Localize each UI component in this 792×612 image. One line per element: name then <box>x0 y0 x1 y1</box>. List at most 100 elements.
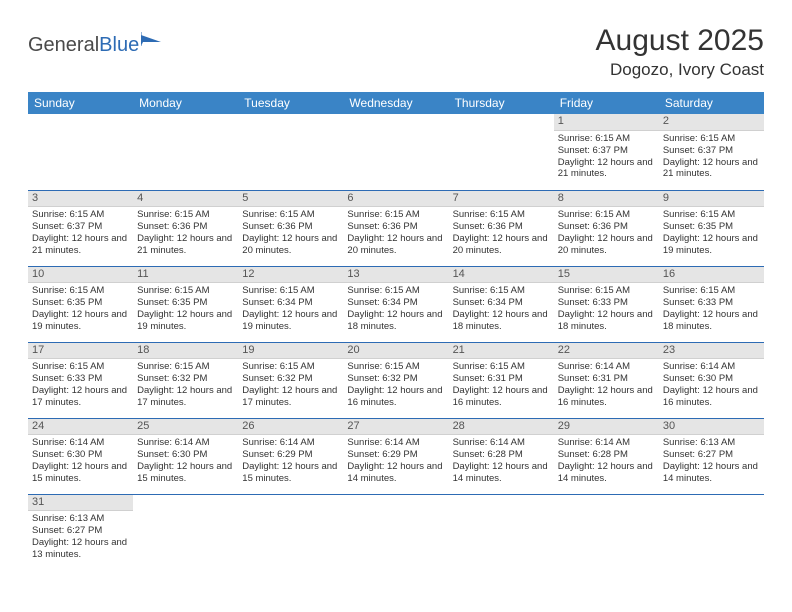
flag-icon <box>141 32 163 53</box>
daylight-line: Daylight: 12 hours and 13 minutes. <box>32 537 129 561</box>
calendar-week: 17Sunrise: 6:15 AMSunset: 6:33 PMDayligh… <box>28 342 764 418</box>
sunrise-line: Sunrise: 6:14 AM <box>663 361 760 373</box>
day-content: Sunrise: 6:15 AMSunset: 6:34 PMDaylight:… <box>449 283 554 336</box>
day-number: 7 <box>449 191 554 208</box>
calendar-week: 3Sunrise: 6:15 AMSunset: 6:37 PMDaylight… <box>28 190 764 266</box>
day-number: 2 <box>659 114 764 131</box>
calendar-day: 3Sunrise: 6:15 AMSunset: 6:37 PMDaylight… <box>28 190 133 266</box>
calendar-day: 31Sunrise: 6:13 AMSunset: 6:27 PMDayligh… <box>28 494 133 574</box>
weekday-header: Friday <box>554 92 659 114</box>
weekday-header: Saturday <box>659 92 764 114</box>
day-number: 29 <box>554 419 659 436</box>
daylight-line: Daylight: 12 hours and 17 minutes. <box>32 385 129 409</box>
day-number: 11 <box>133 267 238 284</box>
sunset-line: Sunset: 6:35 PM <box>663 221 760 233</box>
daylight-line: Daylight: 12 hours and 18 minutes. <box>558 309 655 333</box>
sunrise-line: Sunrise: 6:15 AM <box>242 361 339 373</box>
sunset-line: Sunset: 6:32 PM <box>347 373 444 385</box>
sunrise-line: Sunrise: 6:15 AM <box>242 285 339 297</box>
sunrise-line: Sunrise: 6:13 AM <box>32 513 129 525</box>
weekday-header-row: SundayMondayTuesdayWednesdayThursdayFrid… <box>28 92 764 114</box>
daylight-line: Daylight: 12 hours and 18 minutes. <box>663 309 760 333</box>
sunset-line: Sunset: 6:30 PM <box>32 449 129 461</box>
daylight-line: Daylight: 12 hours and 19 minutes. <box>32 309 129 333</box>
calendar-day <box>133 114 238 190</box>
logo-text-general: General <box>28 34 99 57</box>
calendar-day: 22Sunrise: 6:14 AMSunset: 6:31 PMDayligh… <box>554 342 659 418</box>
sunset-line: Sunset: 6:37 PM <box>663 145 760 157</box>
day-content: Sunrise: 6:15 AMSunset: 6:31 PMDaylight:… <box>449 359 554 412</box>
daylight-line: Daylight: 12 hours and 21 minutes. <box>137 233 234 257</box>
month-title: August 2025 <box>596 24 764 58</box>
calendar-day <box>449 114 554 190</box>
sunrise-line: Sunrise: 6:15 AM <box>453 361 550 373</box>
sunrise-line: Sunrise: 6:15 AM <box>663 285 760 297</box>
daylight-line: Daylight: 12 hours and 16 minutes. <box>663 385 760 409</box>
weekday-header: Wednesday <box>343 92 448 114</box>
calendar-day: 16Sunrise: 6:15 AMSunset: 6:33 PMDayligh… <box>659 266 764 342</box>
daylight-line: Daylight: 12 hours and 19 minutes. <box>663 233 760 257</box>
sunset-line: Sunset: 6:36 PM <box>137 221 234 233</box>
calendar-day: 25Sunrise: 6:14 AMSunset: 6:30 PMDayligh… <box>133 418 238 494</box>
day-content: Sunrise: 6:14 AMSunset: 6:29 PMDaylight:… <box>343 435 448 488</box>
sunrise-line: Sunrise: 6:15 AM <box>347 285 444 297</box>
daylight-line: Daylight: 12 hours and 19 minutes. <box>137 309 234 333</box>
day-number: 22 <box>554 343 659 360</box>
daylight-line: Daylight: 12 hours and 14 minutes. <box>663 461 760 485</box>
day-content: Sunrise: 6:14 AMSunset: 6:31 PMDaylight:… <box>554 359 659 412</box>
day-number: 4 <box>133 191 238 208</box>
calendar-day: 4Sunrise: 6:15 AMSunset: 6:36 PMDaylight… <box>133 190 238 266</box>
calendar-day: 21Sunrise: 6:15 AMSunset: 6:31 PMDayligh… <box>449 342 554 418</box>
sunset-line: Sunset: 6:35 PM <box>137 297 234 309</box>
calendar-day: 12Sunrise: 6:15 AMSunset: 6:34 PMDayligh… <box>238 266 343 342</box>
calendar-week: 31Sunrise: 6:13 AMSunset: 6:27 PMDayligh… <box>28 494 764 574</box>
daylight-line: Daylight: 12 hours and 16 minutes. <box>558 385 655 409</box>
day-number: 10 <box>28 267 133 284</box>
calendar-page: General Blue August 2025 Dogozo, Ivory C… <box>0 0 792 598</box>
calendar-day: 27Sunrise: 6:14 AMSunset: 6:29 PMDayligh… <box>343 418 448 494</box>
day-content: Sunrise: 6:15 AMSunset: 6:35 PMDaylight:… <box>133 283 238 336</box>
sunset-line: Sunset: 6:32 PM <box>137 373 234 385</box>
day-number: 15 <box>554 267 659 284</box>
daylight-line: Daylight: 12 hours and 16 minutes. <box>347 385 444 409</box>
calendar-day: 20Sunrise: 6:15 AMSunset: 6:32 PMDayligh… <box>343 342 448 418</box>
day-content: Sunrise: 6:14 AMSunset: 6:30 PMDaylight:… <box>28 435 133 488</box>
sunrise-line: Sunrise: 6:15 AM <box>663 209 760 221</box>
calendar-day: 29Sunrise: 6:14 AMSunset: 6:28 PMDayligh… <box>554 418 659 494</box>
calendar-day <box>238 114 343 190</box>
sunrise-line: Sunrise: 6:15 AM <box>347 209 444 221</box>
daylight-line: Daylight: 12 hours and 20 minutes. <box>558 233 655 257</box>
day-content: Sunrise: 6:15 AMSunset: 6:37 PMDaylight:… <box>28 207 133 260</box>
day-number: 14 <box>449 267 554 284</box>
calendar-day: 19Sunrise: 6:15 AMSunset: 6:32 PMDayligh… <box>238 342 343 418</box>
sunrise-line: Sunrise: 6:14 AM <box>242 437 339 449</box>
sunrise-line: Sunrise: 6:14 AM <box>453 437 550 449</box>
sunset-line: Sunset: 6:33 PM <box>32 373 129 385</box>
calendar-day: 15Sunrise: 6:15 AMSunset: 6:33 PMDayligh… <box>554 266 659 342</box>
day-number: 25 <box>133 419 238 436</box>
day-number: 1 <box>554 114 659 131</box>
weekday-header: Thursday <box>449 92 554 114</box>
calendar-day: 24Sunrise: 6:14 AMSunset: 6:30 PMDayligh… <box>28 418 133 494</box>
daylight-line: Daylight: 12 hours and 17 minutes. <box>242 385 339 409</box>
sunset-line: Sunset: 6:36 PM <box>242 221 339 233</box>
weekday-header: Sunday <box>28 92 133 114</box>
calendar-day <box>449 494 554 574</box>
day-content: Sunrise: 6:15 AMSunset: 6:33 PMDaylight:… <box>659 283 764 336</box>
calendar-day: 9Sunrise: 6:15 AMSunset: 6:35 PMDaylight… <box>659 190 764 266</box>
sunrise-line: Sunrise: 6:15 AM <box>558 133 655 145</box>
calendar-day <box>554 494 659 574</box>
day-content: Sunrise: 6:13 AMSunset: 6:27 PMDaylight:… <box>659 435 764 488</box>
calendar-day <box>238 494 343 574</box>
sunset-line: Sunset: 6:29 PM <box>242 449 339 461</box>
sunrise-line: Sunrise: 6:15 AM <box>558 285 655 297</box>
sunset-line: Sunset: 6:31 PM <box>453 373 550 385</box>
sunrise-line: Sunrise: 6:14 AM <box>558 437 655 449</box>
calendar-day: 5Sunrise: 6:15 AMSunset: 6:36 PMDaylight… <box>238 190 343 266</box>
day-content: Sunrise: 6:14 AMSunset: 6:28 PMDaylight:… <box>449 435 554 488</box>
sunset-line: Sunset: 6:37 PM <box>558 145 655 157</box>
day-number: 8 <box>554 191 659 208</box>
day-number: 17 <box>28 343 133 360</box>
daylight-line: Daylight: 12 hours and 20 minutes. <box>242 233 339 257</box>
daylight-line: Daylight: 12 hours and 14 minutes. <box>347 461 444 485</box>
